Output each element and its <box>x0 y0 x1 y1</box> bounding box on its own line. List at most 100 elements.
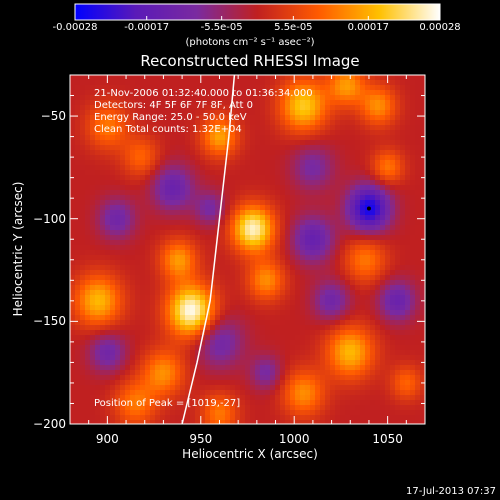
heatmap-cell <box>170 170 176 176</box>
heatmap-cell <box>215 370 221 376</box>
heatmap-cell <box>250 310 256 316</box>
heatmap-cell <box>135 160 141 166</box>
heatmap-cell <box>360 420 366 425</box>
heatmap-cell <box>300 335 306 341</box>
heatmap-cell <box>350 220 356 226</box>
heatmap-cell <box>235 385 241 391</box>
heatmap-cell <box>75 260 81 266</box>
heatmap-cell <box>385 260 391 266</box>
heatmap-cell <box>205 230 211 236</box>
heatmap-cell <box>345 130 351 136</box>
heatmap-cell <box>125 365 131 371</box>
heatmap-cell <box>305 135 311 141</box>
heatmap-cell <box>240 390 246 396</box>
heatmap-cell <box>290 300 296 306</box>
heatmap-cell <box>170 375 176 381</box>
heatmap-cell <box>150 290 156 296</box>
heatmap-cell <box>125 330 131 336</box>
heatmap-cell <box>235 120 241 126</box>
heatmap-cell <box>140 365 146 371</box>
heatmap-cell <box>120 75 126 81</box>
heatmap-cell <box>295 315 301 321</box>
heatmap-cell <box>285 195 291 201</box>
heatmap-cell <box>385 295 391 301</box>
heatmap-cell <box>100 240 106 246</box>
heatmap-cell <box>90 320 96 326</box>
heatmap-cell <box>75 420 81 425</box>
heatmap-cell <box>310 135 316 141</box>
heatmap-cell <box>250 155 256 161</box>
heatmap-cell <box>335 250 341 256</box>
heatmap-cell <box>245 245 251 251</box>
heatmap-cell <box>230 410 236 416</box>
heatmap-cell <box>195 175 201 181</box>
heatmap-cell <box>140 290 146 296</box>
heatmap-cell <box>125 120 131 126</box>
heatmap-cell <box>285 175 291 181</box>
heatmap-cell <box>175 155 181 161</box>
heatmap-cell <box>300 290 306 296</box>
heatmap-cell <box>130 320 136 326</box>
heatmap-cell <box>420 390 426 396</box>
heatmap-cell <box>200 135 206 141</box>
heatmap-cell <box>270 375 276 381</box>
heatmap-cell <box>300 255 306 261</box>
heatmap-cell <box>115 185 121 191</box>
heatmap-cell <box>295 305 301 311</box>
heatmap-cell <box>180 95 186 101</box>
heatmap-cell <box>275 205 281 211</box>
heatmap-cell <box>230 135 236 141</box>
heatmap-cell <box>370 405 376 411</box>
heatmap-cell <box>80 285 86 291</box>
heatmap-cell <box>230 75 236 81</box>
heatmap-cell <box>145 365 151 371</box>
heatmap-cell <box>270 335 276 341</box>
heatmap-cell <box>120 105 126 111</box>
heatmap-cell <box>345 305 351 311</box>
heatmap-cell <box>205 210 211 216</box>
heatmap-cell <box>350 395 356 401</box>
heatmap-cell <box>115 280 121 286</box>
heatmap-cell <box>290 75 296 81</box>
heatmap-cell <box>290 205 296 211</box>
heatmap-cell <box>335 140 341 146</box>
heatmap-cell <box>170 330 176 336</box>
heatmap-cell <box>195 360 201 366</box>
heatmap-cell <box>395 180 401 186</box>
heatmap-cell <box>245 385 251 391</box>
heatmap-cell <box>105 90 111 96</box>
heatmap-cell <box>105 360 111 366</box>
heatmap-cell <box>375 190 381 196</box>
heatmap-cell <box>70 355 76 361</box>
heatmap-cell <box>395 305 401 311</box>
heatmap-cell <box>395 345 401 351</box>
heatmap-cell <box>100 375 106 381</box>
heatmap-cell <box>410 215 416 221</box>
heatmap-cell <box>340 295 346 301</box>
heatmap-cell <box>285 415 291 421</box>
heatmap-cell <box>250 330 256 336</box>
heatmap-cell <box>215 310 221 316</box>
heatmap-cell <box>285 85 291 91</box>
heatmap-cell <box>320 370 326 376</box>
heatmap-cell <box>335 255 341 261</box>
heatmap-cell <box>145 355 151 361</box>
heatmap-cell <box>185 285 191 291</box>
heatmap-cell <box>375 215 381 221</box>
heatmap-cell <box>170 405 176 411</box>
heatmap-cell <box>260 200 266 206</box>
heatmap-cell <box>220 280 226 286</box>
heatmap-cell <box>75 90 81 96</box>
heatmap-cell <box>130 295 136 301</box>
heatmap-cell <box>355 180 361 186</box>
heatmap-cell <box>325 190 331 196</box>
heatmap-cell <box>275 220 281 226</box>
heatmap-cell <box>285 375 291 381</box>
heatmap-cell <box>395 270 401 276</box>
heatmap-cell <box>200 380 206 386</box>
heatmap-cell <box>130 330 136 336</box>
heatmap-cell <box>270 315 276 321</box>
heatmap-cell <box>395 365 401 371</box>
heatmap-cell <box>165 190 171 196</box>
heatmap-cell <box>375 75 381 81</box>
